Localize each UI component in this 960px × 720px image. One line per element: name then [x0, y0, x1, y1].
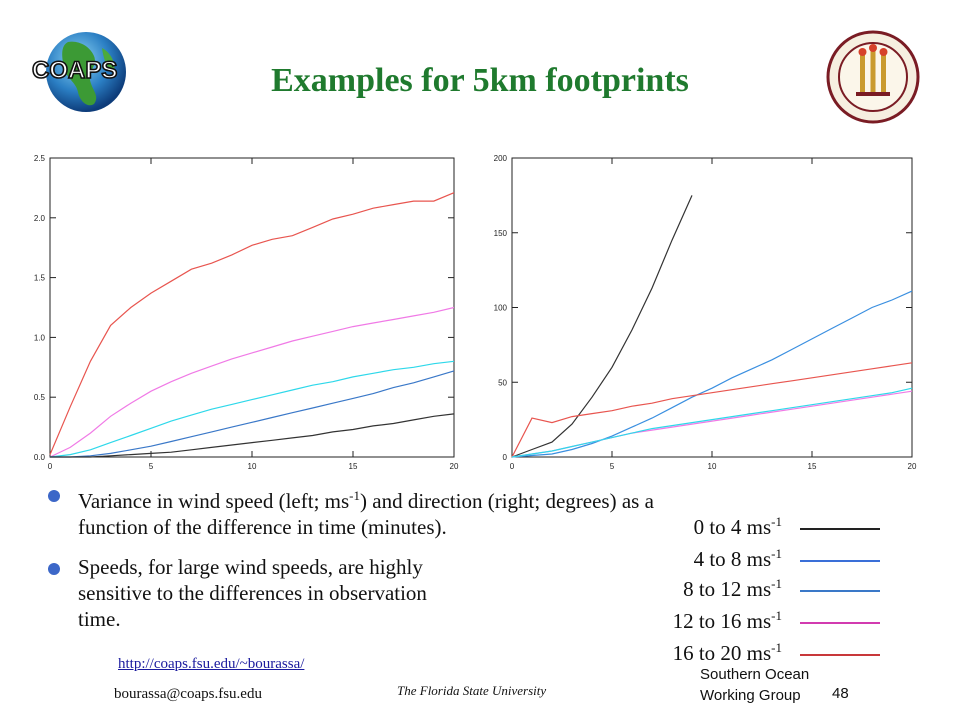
legend-item: 0 to 4 ms-1	[600, 514, 890, 544]
working-group-line-2: Working Group	[700, 687, 801, 704]
y-tick-label: 100	[494, 304, 508, 313]
x-tick-label: 0	[510, 462, 515, 471]
series-line-1	[49, 306, 455, 458]
series-line-0	[49, 192, 455, 455]
florida-state-university-seal-icon	[826, 30, 920, 124]
x-tick-label: 20	[908, 462, 917, 471]
bullet-2-line-2: sensitive to the differences in observat…	[78, 581, 427, 605]
coaps-logo: COAPS	[28, 22, 132, 126]
y-tick-label: 0.5	[34, 393, 46, 402]
working-group: Southern Ocean Working Group	[700, 664, 809, 706]
series-line-4	[511, 387, 913, 458]
speed-variance-chart: 0 5 10 15 20 0.0 0.5 1.0 1.5 2.0 2.5	[34, 154, 459, 471]
y-tick-label: 200	[494, 154, 508, 163]
university-name: The Florida State University	[397, 683, 547, 698]
legend-item: 8 to 12 ms-1	[600, 576, 890, 606]
working-group-line-1: Southern Ocean	[700, 666, 810, 683]
legend-label: 16 to 20 ms-1	[672, 640, 782, 665]
y-tick-label: 1.0	[34, 333, 46, 342]
legend-swatch	[800, 622, 880, 624]
series-line-3	[50, 370, 455, 458]
bullet-dot-icon	[48, 563, 60, 575]
y-tick-label: 2.0	[34, 214, 46, 223]
series-line-2	[511, 362, 913, 458]
fsu-seal	[826, 30, 920, 124]
legend-label: 0 to 4 ms-1	[693, 514, 782, 539]
author-email: bourassa@coaps.fsu.edu	[114, 686, 262, 702]
series-line-0	[511, 195, 693, 458]
bullet-2-line-3: time.	[78, 607, 121, 631]
legend-label: 12 to 16 ms-1	[672, 608, 782, 633]
y-tick-label: 0.0	[34, 453, 46, 462]
y-tick-label: 50	[498, 378, 507, 387]
x-tick-label: 15	[808, 462, 817, 471]
page-number: 48	[832, 685, 849, 702]
x-tick-label: 5	[149, 462, 154, 471]
plot-frame	[49, 157, 455, 458]
globe-icon: COAPS	[31, 32, 126, 112]
legend-swatch	[800, 528, 880, 530]
bullet-2-line-1: Speeds, for large wind speeds, are highl…	[78, 555, 423, 579]
series-line-2	[49, 360, 455, 458]
legend-label: 8 to 12 ms-1	[683, 576, 782, 601]
legend-item: 16 to 20 ms-1	[600, 640, 890, 670]
page-title: Examples for 5km footprints	[271, 62, 689, 99]
x-tick-label: 10	[708, 462, 717, 471]
bullet-text: Variance in wind speed (left; ms-1) and …	[78, 483, 838, 540]
x-tick-label: 20	[450, 462, 459, 471]
bullet-1-text-b: ) and direction (right; degrees) as a	[360, 489, 654, 513]
y-tick-label: 0	[503, 453, 508, 462]
bullet-1-line-2: function of the difference in time (minu…	[78, 515, 447, 539]
series-line-4	[50, 413, 455, 458]
legend-label: 4 to 8 ms-1	[693, 546, 782, 571]
coaps-logo-text: COAPS	[32, 57, 117, 84]
x-tick-label: 10	[248, 462, 257, 471]
y-tick-label: 2.5	[34, 154, 46, 163]
legend-swatch	[800, 654, 880, 656]
legend-swatch	[800, 560, 880, 562]
bullet-1-text-a: Variance in wind speed (left; ms	[78, 489, 350, 513]
y-tick-label: 150	[494, 229, 508, 238]
legend-swatch	[800, 590, 880, 592]
bullet-dot-icon	[48, 490, 60, 502]
author-url-link[interactable]: http://coaps.fsu.edu/~bourassa/	[118, 656, 305, 672]
y-tick-label: 1.5	[34, 274, 46, 283]
x-tick-label: 0	[48, 462, 53, 471]
bullet-text: Speeds, for large wind speeds, are highl…	[78, 554, 558, 632]
plot-frame	[511, 157, 913, 458]
series-line-1	[511, 290, 913, 458]
bullet-1-sup: -1	[349, 488, 361, 503]
legend-item: 12 to 16 ms-1	[600, 608, 890, 638]
legend-item: 4 to 8 ms-1	[600, 546, 890, 576]
x-tick-label: 15	[349, 462, 358, 471]
x-tick-label: 5	[610, 462, 615, 471]
